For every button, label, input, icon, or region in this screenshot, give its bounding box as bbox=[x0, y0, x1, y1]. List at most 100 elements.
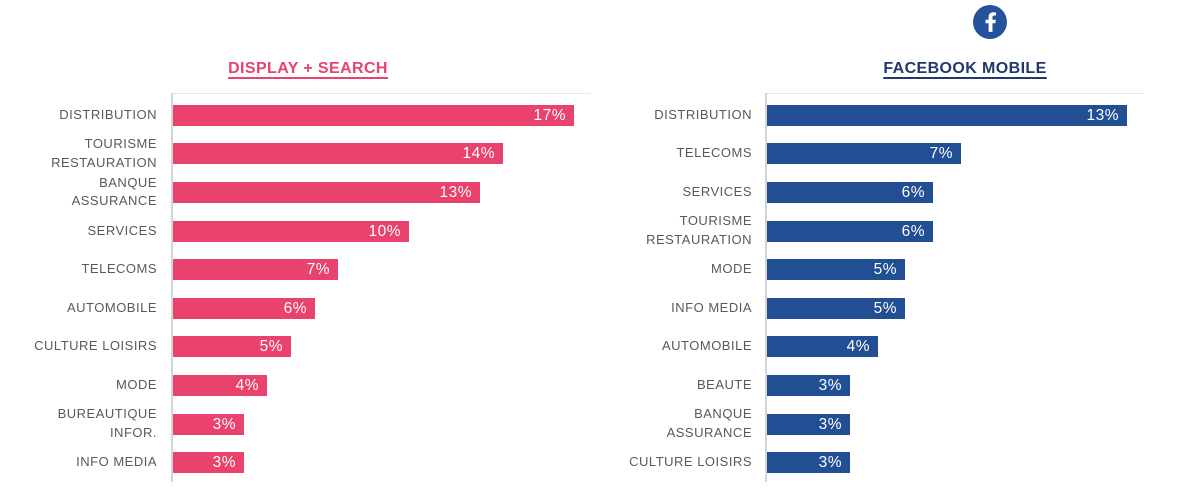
bar-row: AUTOMOBILE 6% bbox=[0, 289, 600, 328]
bar-row: INFO MEDIA 3% bbox=[0, 443, 600, 482]
category-label: BUREAUTIQUE INFOR. bbox=[57, 406, 157, 441]
bar-value-label: 10% bbox=[368, 222, 401, 240]
bar-track: 14% bbox=[173, 143, 600, 165]
bar-row: TOURISME RESTAURATION 14% bbox=[0, 135, 600, 174]
bar: 3% bbox=[767, 374, 850, 396]
bar: 13% bbox=[767, 104, 1127, 126]
bar: 13% bbox=[173, 181, 480, 203]
category-label: CULTURE LOISIRS bbox=[34, 338, 157, 354]
category-label: SERVICES bbox=[682, 184, 752, 200]
category-label: TOURISME RESTAURATION bbox=[51, 136, 157, 170]
bar-track: 3% bbox=[173, 452, 600, 474]
bar-row: TELECOMS 7% bbox=[600, 135, 1200, 174]
category-label: AUTOMOBILE bbox=[661, 338, 752, 354]
bar-row: TOURISME RESTAURATION 6% bbox=[600, 212, 1200, 251]
bar: 10% bbox=[173, 220, 409, 242]
facebook-icon bbox=[973, 5, 1007, 39]
bar-track: 10% bbox=[173, 220, 600, 242]
bar-row: CULTURE LOISIRS 3% bbox=[600, 443, 1200, 482]
category-label: DISTRIBUTION bbox=[59, 106, 157, 122]
bar-track: 13% bbox=[767, 104, 1200, 126]
bar-value-label: 14% bbox=[462, 145, 495, 163]
bar: 3% bbox=[173, 413, 244, 435]
bar-row: TELECOMS 7% bbox=[0, 250, 600, 289]
bar-value-label: 4% bbox=[846, 338, 870, 356]
bar-value-label: 4% bbox=[235, 376, 259, 394]
bar: 6% bbox=[173, 297, 315, 319]
right-axis-line bbox=[765, 93, 767, 482]
facebook-mobile-chart: FACEBOOK MOBILE DISTRIBUTION 13% TELECOMS 7… bbox=[600, 0, 1200, 499]
display-search-title: DISPLAY + SEARCH bbox=[228, 60, 388, 77]
right-plot-topline bbox=[767, 93, 1143, 94]
bar-track: 5% bbox=[767, 297, 1200, 319]
bar-row: BANQUE ASSURANCE 3% bbox=[600, 405, 1200, 444]
bar-track: 7% bbox=[767, 143, 1200, 165]
category-label: MODE bbox=[711, 261, 752, 277]
bar-value-label: 7% bbox=[306, 261, 330, 279]
bar-row: BANQUE ASSURANCE 13% bbox=[0, 173, 600, 212]
bar-track: 17% bbox=[173, 104, 600, 126]
bar: 5% bbox=[173, 336, 291, 358]
left-axis-line bbox=[171, 93, 173, 482]
bar-track: 3% bbox=[767, 374, 1200, 396]
category-label: BEAUTE bbox=[696, 377, 752, 393]
bar-row: DISTRIBUTION 13% bbox=[600, 96, 1200, 135]
bar: 6% bbox=[767, 220, 933, 242]
bar: 7% bbox=[767, 143, 961, 165]
category-label: BANQUE ASSURANCE bbox=[666, 406, 752, 441]
bar-track: 6% bbox=[767, 220, 1200, 242]
bar-value-label: 13% bbox=[439, 183, 472, 201]
bar-value-label: 3% bbox=[818, 454, 842, 472]
bar-row: BUREAUTIQUE INFOR. 3% bbox=[0, 405, 600, 444]
category-label: MODE bbox=[116, 377, 157, 393]
bar-row: MODE 4% bbox=[0, 366, 600, 405]
bar-track: 6% bbox=[173, 297, 600, 319]
bar-track: 13% bbox=[173, 181, 600, 203]
bar-value-label: 7% bbox=[929, 145, 953, 163]
category-label: SERVICES bbox=[87, 222, 157, 238]
category-label: DISTRIBUTION bbox=[654, 106, 752, 122]
bar-row: INFO MEDIA 5% bbox=[600, 289, 1200, 328]
bar-track: 3% bbox=[173, 413, 600, 435]
category-label: TELECOMS bbox=[676, 145, 752, 161]
bar-track: 5% bbox=[767, 259, 1200, 281]
bar-row: MODE 5% bbox=[600, 250, 1200, 289]
bar: 3% bbox=[767, 452, 850, 474]
category-label: CULTURE LOISIRS bbox=[629, 454, 752, 470]
bar-track: 6% bbox=[767, 181, 1200, 203]
bar-value-label: 6% bbox=[901, 222, 925, 240]
category-label: BANQUE ASSURANCE bbox=[71, 174, 157, 209]
bar-value-label: 13% bbox=[1086, 106, 1119, 124]
bar-value-label: 5% bbox=[873, 261, 897, 279]
bar-track: 4% bbox=[173, 374, 600, 396]
bar-track: 7% bbox=[173, 259, 600, 281]
bar-value-label: 3% bbox=[818, 376, 842, 394]
bar: 3% bbox=[767, 413, 850, 435]
bar: 4% bbox=[767, 336, 878, 358]
display-search-chart: DISPLAY + SEARCH DISTRIBUTION 17% TOURISME… bbox=[0, 60, 600, 482]
bar-track: 5% bbox=[173, 336, 600, 358]
bar: 14% bbox=[173, 143, 503, 165]
bar: 4% bbox=[173, 374, 267, 396]
bar-track: 3% bbox=[767, 413, 1200, 435]
bar-value-label: 6% bbox=[901, 183, 925, 201]
category-label: INFO MEDIA bbox=[671, 299, 752, 315]
bar-row: SERVICES 10% bbox=[0, 212, 600, 251]
bar-value-label: 17% bbox=[533, 106, 566, 124]
left-chart-rows: DISTRIBUTION 17% TOURISME RESTAURATION 14% B… bbox=[0, 96, 600, 482]
bar: 5% bbox=[767, 259, 905, 281]
bar-row: SERVICES 6% bbox=[600, 173, 1200, 212]
bar-value-label: 3% bbox=[818, 415, 842, 433]
bar: 17% bbox=[173, 104, 574, 126]
bar-track: 4% bbox=[767, 336, 1200, 358]
category-label: TOURISME RESTAURATION bbox=[646, 213, 752, 248]
bar-value-label: 3% bbox=[212, 454, 236, 472]
bar-value-label: 5% bbox=[873, 299, 897, 317]
bar-row: AUTOMOBILE 4% bbox=[600, 328, 1200, 367]
bar-value-label: 3% bbox=[212, 415, 236, 433]
category-label: AUTOMOBILE bbox=[66, 299, 157, 315]
bar: 3% bbox=[173, 452, 244, 474]
left-plot-topline bbox=[173, 93, 590, 94]
bar-value-label: 6% bbox=[283, 299, 307, 317]
right-chart-rows: DISTRIBUTION 13% TELECOMS 7% SERVICES 6% TOURI… bbox=[600, 96, 1200, 482]
